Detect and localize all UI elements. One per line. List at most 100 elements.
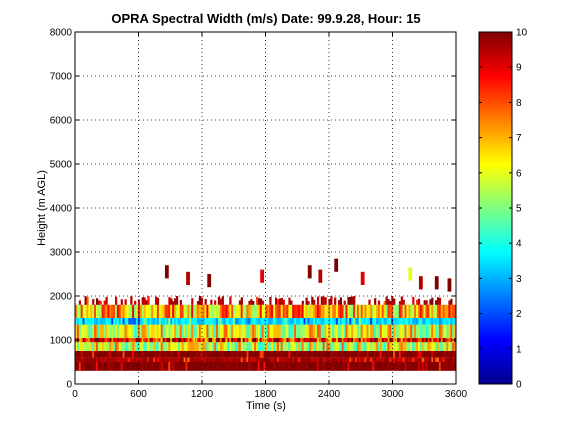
heatmap-cell	[135, 342, 139, 351]
heatmap-cell	[134, 300, 137, 305]
heatmap-cell	[153, 324, 156, 338]
heatmap-cell	[238, 324, 242, 338]
heatmap-cell	[215, 324, 219, 338]
heatmap-cell	[452, 357, 455, 362]
heatmap-cell	[297, 324, 301, 338]
heatmap-cell	[254, 357, 257, 362]
heatmap-cell	[118, 318, 122, 325]
heatmap-cell	[404, 304, 407, 318]
heatmap-cell	[438, 351, 442, 358]
heatmap-cell	[288, 297, 291, 305]
heatmap-cell	[318, 362, 322, 371]
heatmap-cell	[452, 342, 455, 351]
heatmap-cell	[126, 357, 129, 362]
heatmap-cell	[339, 324, 342, 338]
heatmap-cell	[442, 304, 445, 318]
heatmap-cell	[168, 318, 171, 325]
heatmap-cell	[122, 351, 125, 358]
heatmap-cell	[307, 301, 310, 305]
heatmap-cell	[254, 324, 257, 338]
heatmap-cell	[358, 342, 362, 351]
heatmap-cell	[254, 342, 257, 351]
heatmap-cell	[225, 337, 228, 343]
heatmap-cell	[101, 357, 104, 362]
heatmap-cell	[147, 318, 150, 325]
colorbar	[478, 31, 513, 385]
heatmap-cell	[320, 362, 323, 371]
heatmap-cell	[223, 351, 226, 358]
heatmap-cell	[99, 351, 102, 358]
heatmap-cell	[416, 357, 419, 362]
heatmap-cell	[99, 357, 102, 362]
heatmap-cell	[255, 318, 259, 325]
heatmap-cell	[374, 298, 377, 305]
heatmap-cell	[143, 357, 146, 362]
colorbar-tick-label: 3	[516, 274, 522, 285]
heatmap-cell	[322, 324, 325, 338]
heatmap-cell	[75, 318, 78, 325]
heatmap-cell	[269, 318, 272, 325]
heatmap-cell	[400, 362, 403, 371]
heatmap-cell	[328, 337, 331, 343]
heatmap-cell	[214, 324, 217, 338]
heatmap-cell	[90, 351, 93, 358]
heatmap-cell	[118, 357, 122, 362]
heatmap-cell	[115, 296, 118, 305]
heatmap-cell	[204, 337, 207, 343]
heatmap-cell	[425, 337, 428, 343]
heatmap-cell	[387, 351, 390, 358]
heatmap-cell	[410, 357, 413, 362]
heatmap-cell	[288, 337, 291, 343]
heatmap-cell	[364, 324, 367, 338]
heatmap-cell	[301, 300, 304, 305]
heatmap-cell	[402, 342, 405, 351]
heatmap-cell	[246, 318, 249, 325]
heatmap-cell	[429, 318, 432, 325]
heatmap-cell	[219, 362, 222, 371]
heatmap-cell	[271, 318, 274, 325]
heatmap-cell	[414, 357, 417, 362]
heatmap-cell	[257, 298, 261, 305]
heatmap-cell	[179, 324, 182, 338]
heatmap-cell	[282, 342, 285, 351]
heatmap-cell	[181, 337, 184, 343]
heatmap-cell	[442, 351, 445, 358]
heatmap-cell	[446, 357, 449, 362]
heatmap-cell	[421, 357, 424, 362]
heatmap-cell	[84, 337, 87, 343]
heatmap-cell	[295, 337, 299, 343]
heatmap-cell	[284, 337, 287, 343]
heatmap-cell	[172, 357, 175, 362]
heatmap-cell	[425, 342, 428, 351]
heatmap-cell	[436, 337, 440, 343]
heatmap-cell	[343, 324, 346, 338]
heatmap-cell	[400, 304, 403, 318]
heatmap-cell	[280, 304, 283, 318]
heatmap-cell	[305, 362, 308, 371]
heatmap-cell	[137, 304, 141, 318]
heatmap-cell	[156, 304, 160, 318]
heatmap-cell	[377, 318, 381, 325]
heatmap-cell	[94, 357, 97, 362]
heatmap-cell	[206, 318, 209, 325]
heatmap-cell	[335, 337, 339, 343]
heatmap-cell	[219, 357, 222, 362]
x-tick-label: 1200	[191, 389, 214, 400]
heatmap-cell	[135, 351, 139, 358]
heatmap-cell	[246, 342, 249, 351]
heatmap-cell	[315, 337, 318, 343]
heatmap-cell	[185, 304, 188, 318]
heatmap-cell	[440, 362, 443, 371]
heatmap-cell	[244, 324, 247, 338]
heatmap-cell	[189, 351, 192, 358]
heatmap-cell	[160, 304, 163, 318]
heatmap-cell	[225, 342, 228, 351]
x-tick-label: 600	[130, 389, 147, 400]
heatmap-cell	[379, 304, 383, 318]
heatmap-cell	[273, 324, 276, 338]
heatmap-cell	[339, 357, 342, 362]
heatmap-cell	[179, 304, 182, 318]
heatmap-cell	[427, 337, 430, 343]
heatmap-cell	[206, 324, 209, 338]
heatmap-cell	[412, 296, 415, 305]
